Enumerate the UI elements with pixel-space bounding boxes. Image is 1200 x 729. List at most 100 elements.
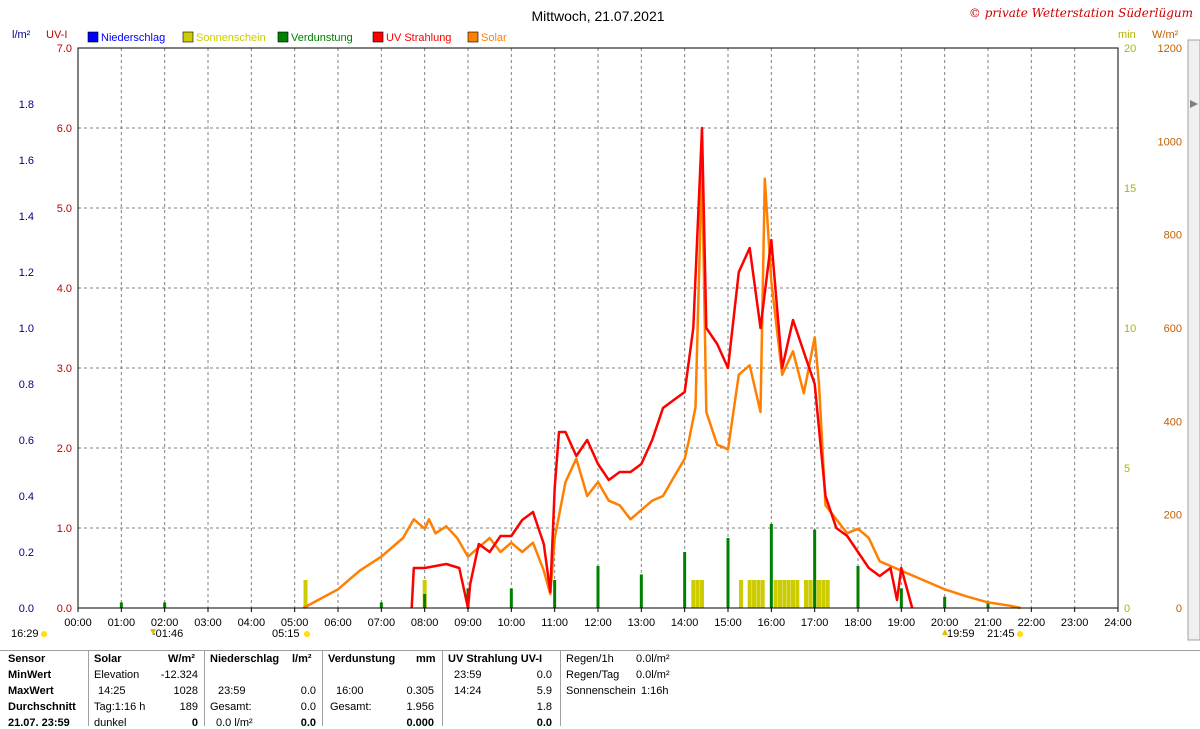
verdunstung-bar — [119, 602, 123, 608]
niederschlag-tick-label: 0.8 — [19, 379, 34, 391]
solar-tick-label: 800 — [1164, 230, 1182, 242]
separator — [442, 650, 443, 726]
x-tick-label: 21:00 — [974, 617, 1002, 629]
verdunstung-bar — [553, 580, 557, 608]
axis-unit-right1: min — [1118, 29, 1136, 41]
verdunstung-head: Verdunstung — [328, 653, 396, 665]
axis-unit-left1: l/m² — [12, 29, 31, 41]
right-gauge — [1187, 39, 1200, 641]
verdunstung-bar — [163, 602, 167, 608]
verdunstung-bar — [596, 566, 600, 608]
x-tick-label: 13:00 — [628, 617, 656, 629]
uv-tick-label: 2.0 — [57, 443, 72, 455]
x-tick-label: 09:00 — [454, 617, 482, 629]
dawn-left-label: 16:29 — [11, 628, 39, 640]
verdunstung-c2-2: 1.956 — [406, 701, 434, 713]
niederschlag-tick-label: 0.6 — [19, 435, 34, 447]
x-tick-label: 16:00 — [758, 617, 786, 629]
solar-tick-label: 1200 — [1158, 43, 1182, 55]
sonnenschein-tick-label: 10 — [1124, 323, 1136, 335]
verdunstung-c2-3: 0.000 — [406, 717, 434, 729]
sonnenschein-bar — [808, 580, 813, 608]
table-top-border — [0, 650, 1200, 651]
verdunstung-bar — [813, 529, 817, 608]
sonnenschein-bar — [752, 580, 756, 608]
verdunstung-bar — [683, 552, 687, 608]
uv-c2-0: 0.0 — [536, 669, 552, 681]
x-tick-label: 01:00 — [108, 617, 136, 629]
twilight1-label: -01:46 — [152, 628, 183, 640]
sonnenschein-tick-label: 15 — [1124, 183, 1136, 195]
solar-c2-0: -12.324 — [160, 669, 198, 681]
niederschlag-c2-2: 0.0 — [300, 701, 316, 713]
verdunstung-c2-1: 0.305 — [406, 685, 434, 697]
axis-ticks: 00:00 01:00 02:00 03:00 04:00 05:00 06:00 07:00… — [19, 43, 1182, 629]
niederschlag-c2-1: 0.0 — [300, 685, 316, 697]
sunrise-label: 05:15 — [272, 628, 300, 640]
solar-c1-0: Elevation — [94, 669, 140, 681]
uv-tick-label: 1.0 — [57, 523, 72, 535]
series-lines — [302, 126, 1021, 610]
uv-tick-label: 0.0 — [57, 603, 72, 615]
solar-c1-3: dunkel — [94, 717, 127, 729]
solar-c1-1: 14:25 — [98, 685, 126, 697]
x-tick-label: 14:00 — [671, 617, 699, 629]
solar-tick-label: 200 — [1164, 510, 1182, 522]
uv-c2-3: 0.0 — [536, 717, 552, 729]
twilight1-arrow-icon — [150, 629, 156, 635]
verdunstung-bar — [986, 602, 990, 608]
niederschlag-tick-label: 1.0 — [19, 323, 34, 335]
niederschlag-tick-label: 1.8 — [19, 99, 34, 111]
sonnenschein-bar — [804, 580, 808, 608]
uv-tick-label: 4.0 — [57, 283, 72, 295]
x-tick-label: 07:00 — [368, 617, 396, 629]
legend-swatch — [467, 31, 479, 43]
uv-c1-0: 23:59 — [454, 669, 482, 681]
uv-c2-1: 5.9 — [536, 685, 552, 697]
twilight2-label: 19:59 — [947, 628, 975, 640]
x-tick-label: 19:00 — [888, 617, 916, 629]
niederschlag-unit: l/m² — [292, 653, 312, 665]
separator — [204, 650, 205, 726]
row-label-sensor: Sensor — [8, 653, 46, 665]
sonnenschein-bar — [773, 580, 778, 608]
uv-tick-label: 7.0 — [57, 43, 72, 55]
legend-swatch — [182, 31, 194, 43]
legend-label: Sonnenschein — [196, 32, 266, 44]
x-tick-label: 17:00 — [801, 617, 829, 629]
solar-tick-label: 600 — [1164, 323, 1182, 335]
separator — [88, 650, 89, 726]
sonnenschein-bar — [782, 580, 787, 608]
chart-title: Mittwoch, 21.07.2021 — [531, 8, 664, 24]
sunrise-sun-icon — [304, 631, 310, 637]
verdunstung-bar — [899, 588, 903, 608]
uv-tick-label: 5.0 — [57, 203, 72, 215]
sonnenschein-bar — [825, 580, 830, 608]
x-tick-label: 18:00 — [844, 617, 872, 629]
verdunstung-bar — [726, 538, 730, 608]
gauge-marker-icon — [1190, 100, 1198, 108]
row-label-min: MinWert — [8, 669, 52, 681]
x-tick-label: 11:00 — [541, 617, 568, 629]
sonnenschein-bar — [700, 580, 704, 608]
verdunstung-bar — [769, 524, 773, 608]
verdunstung-unit: mm — [416, 653, 436, 665]
legend-swatch — [87, 31, 99, 43]
regen-label-0: Regen/1h — [566, 653, 614, 665]
sonnenschein-tick-label: 5 — [1124, 463, 1130, 475]
niederschlag-head: Niederschlag — [210, 653, 280, 665]
legend-label: UV Strahlung — [386, 32, 451, 44]
niederschlag-c2-3: 0.0 — [300, 717, 316, 729]
legend-label: Niederschlag — [101, 32, 165, 44]
sunset-label: 21:45 — [987, 628, 1015, 640]
legend: Niederschlag Sonnenschein Verdunstung UV St… — [87, 31, 507, 44]
uv-c2-2: 1.8 — [536, 701, 552, 713]
verdunstung-bar — [423, 594, 427, 608]
sonnenschein-bar — [791, 580, 795, 608]
x-tick-label: 06:00 — [324, 617, 352, 629]
axis-unit-left2: UV-I — [46, 29, 67, 41]
regen-value-1: 0.0l/m² — [636, 669, 670, 681]
sonnenschein-bar — [739, 580, 743, 608]
uv-tick-label: 6.0 — [57, 123, 72, 135]
x-tick-label: 12:00 — [584, 617, 612, 629]
